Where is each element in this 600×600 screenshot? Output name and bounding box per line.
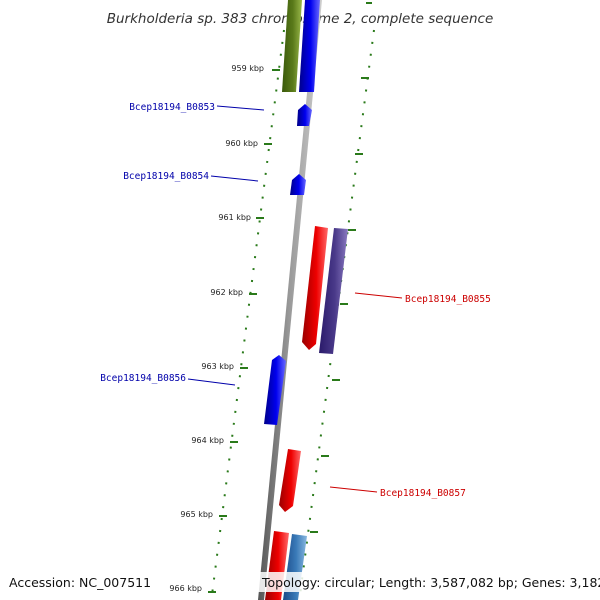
gene-b0857-feature[interactable] <box>279 449 301 512</box>
inner-ruler-line <box>211 29 285 596</box>
genome-summary-text: Topology: circular; Length: 3,587,082 bp… <box>261 575 600 590</box>
gene-b0856-feature[interactable] <box>264 355 286 425</box>
gene-label-leader <box>187 378 236 386</box>
forward-gene-feature[interactable] <box>299 0 320 92</box>
accession-text: Accession: NC_007511 <box>9 575 151 590</box>
kbp-tick-label: 960 kbp <box>225 139 258 148</box>
gene-b0853-feature[interactable] <box>297 104 312 126</box>
gene-label-b0857[interactable]: Bcep18194_B0857 <box>380 488 466 499</box>
gene-label-b0856[interactable]: Bcep18194_B0856 <box>100 373 186 384</box>
gene-label-leader <box>216 105 265 111</box>
gene-label-b0854[interactable]: Bcep18194_B0854 <box>123 171 209 182</box>
outer-major-ticks <box>310 2 372 533</box>
kbp-tick-label: 964 kbp <box>191 436 224 445</box>
inner-major-ticks <box>208 69 280 593</box>
kbp-tick-label: 962 kbp <box>210 288 243 297</box>
purple-gene-feature[interactable] <box>319 228 348 354</box>
sequence-backbone <box>258 0 322 600</box>
kbp-tick-label: 963 kbp <box>201 362 234 371</box>
gene-label-leader <box>210 175 259 182</box>
kbp-tick-label: 961 kbp <box>218 213 251 222</box>
summary-background <box>258 572 596 592</box>
olive-gene-feature[interactable] <box>282 0 302 92</box>
kbp-tick-label: 959 kbp <box>231 64 264 73</box>
gene-label-b0853[interactable]: Bcep18194_B0853 <box>129 102 215 113</box>
gene-label-leader <box>354 292 403 299</box>
kbp-tick-label: 966 kbp <box>169 584 202 593</box>
gene-b0855-feature[interactable] <box>302 226 328 350</box>
gene-label-b0855[interactable]: Bcep18194_B0855 <box>405 294 491 305</box>
kbp-tick-label: 965 kbp <box>180 510 213 519</box>
gene-label-leader <box>329 486 378 493</box>
accession-background <box>4 572 148 592</box>
gene-b0854-feature[interactable] <box>290 174 306 195</box>
